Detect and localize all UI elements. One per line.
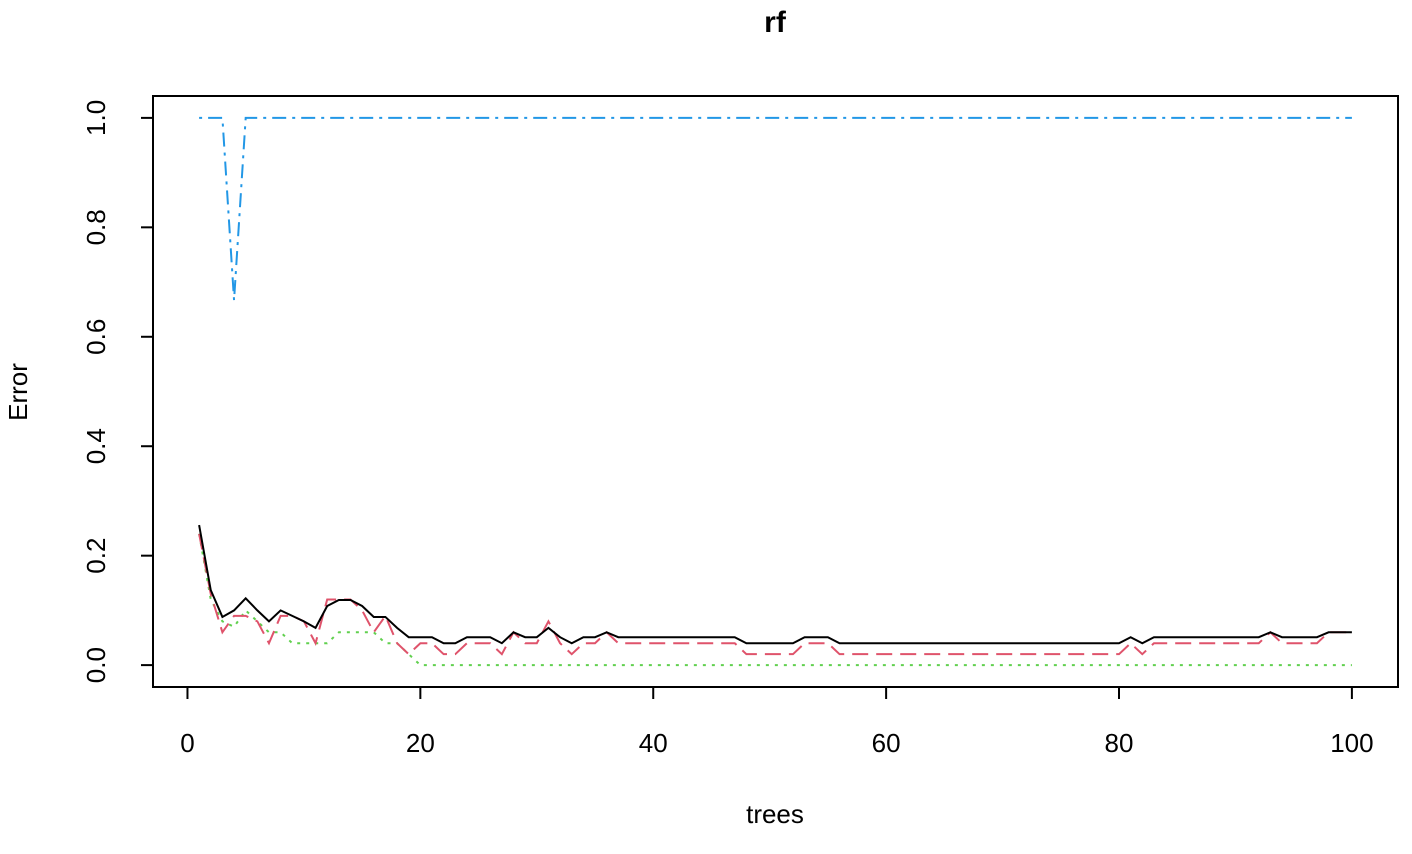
x-tick-label: 20 bbox=[406, 728, 435, 758]
plot-frame bbox=[152, 95, 1399, 688]
y-tick-label: 0.8 bbox=[81, 209, 111, 245]
x-tick-label: 100 bbox=[1330, 728, 1373, 758]
y-tick-label: 0.6 bbox=[81, 319, 111, 355]
chart-title: rf bbox=[764, 6, 787, 39]
x-tick-label: 40 bbox=[639, 728, 668, 758]
y-tick-label: 0.2 bbox=[81, 538, 111, 574]
series-line bbox=[199, 116, 1352, 301]
x-tick-label: 60 bbox=[872, 728, 901, 758]
x-tick-label: 80 bbox=[1105, 728, 1134, 758]
series-line bbox=[198, 524, 1352, 645]
y-tick-label: 0.0 bbox=[81, 647, 111, 683]
x-axis-label: trees bbox=[746, 799, 804, 829]
y-tick-label: 0.4 bbox=[81, 428, 111, 464]
series-line bbox=[198, 533, 1352, 656]
y-tick-label: 1.0 bbox=[81, 100, 111, 136]
x-tick-label: 0 bbox=[180, 728, 194, 758]
y-axis-label: Error bbox=[3, 363, 33, 421]
series-line bbox=[198, 533, 1352, 667]
